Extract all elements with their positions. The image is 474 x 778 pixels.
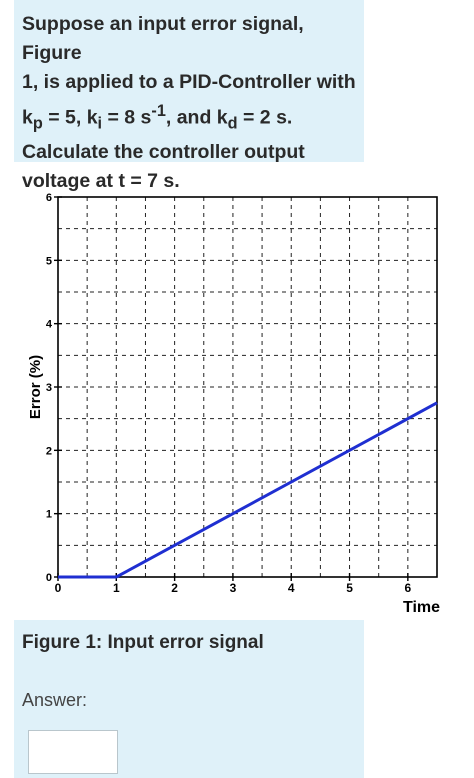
x-tick-label: 3: [230, 581, 237, 595]
kd-subscript: d: [227, 114, 238, 133]
kp-subscript: p: [32, 114, 43, 133]
ki-subscript: i: [97, 114, 103, 133]
y-tick-label: 4: [46, 319, 53, 331]
answer-label: Answer:: [22, 690, 88, 710]
x-tick-label: 5: [346, 581, 353, 595]
y-tick-label: 3: [46, 382, 52, 394]
y-tick-label: 5: [46, 255, 52, 267]
question-line-2: 1, is applied to a PID-Controller with: [22, 71, 356, 93]
chart-svg: 0 1 2 3 4 5 6 0 1 2 3 4 5 6 Time Error (%): [27, 192, 440, 616]
x-axis-label: Time: [403, 599, 440, 616]
y-tick-label: 1: [46, 509, 52, 521]
question-line-1: Suppose an input error signal, Figure: [22, 13, 304, 64]
y-tick-label: 6: [46, 192, 52, 204]
question-panel: Suppose an input error signal, Figure 1,…: [14, 0, 364, 192]
figure-caption: Figure 1: Input error signal: [22, 632, 264, 653]
error-signal-line: [58, 401, 438, 579]
question-line-3: kp = 5, ki = 8 s-1, and kd = 2 s.: [22, 102, 293, 133]
error-chart: 0 1 2 3 4 5 6 0 1 2 3 4 5 6 Time Error (%): [0, 180, 474, 620]
x-tick-label: 6: [405, 581, 412, 595]
ki-exponent: -1: [151, 102, 166, 120]
y-tick-label: 0: [46, 572, 52, 584]
y-axis-label: Error (%): [27, 355, 44, 419]
x-tick-label: 1: [113, 581, 120, 595]
x-tick-label: 4: [288, 581, 295, 595]
x-tick-label: 2: [171, 581, 178, 595]
x-tick-label: 0: [55, 581, 62, 595]
question-line-5: voltage at t = 7 s.: [22, 170, 180, 193]
answer-input[interactable]: [28, 730, 118, 774]
caption-panel: Figure 1: Input error signal Answer:: [14, 620, 364, 778]
kd-prefix: , and k: [165, 106, 228, 129]
kd-value: = 2 s.: [237, 106, 293, 129]
question-line-4: Calculate the controller output: [22, 141, 305, 164]
ki-value: = 8 s: [102, 106, 152, 129]
y-tick-label: 2: [46, 445, 52, 457]
kp-value: = 5, k: [42, 106, 98, 129]
